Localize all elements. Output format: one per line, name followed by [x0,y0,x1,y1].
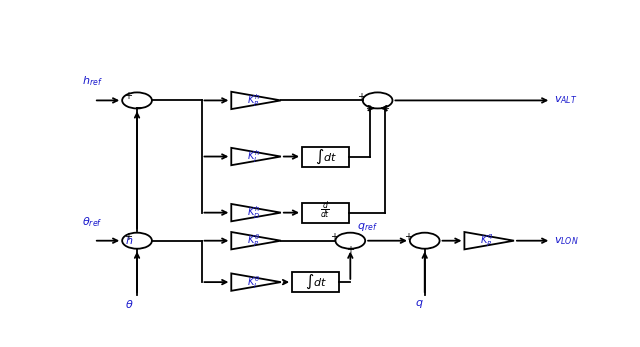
Text: $\int dt$: $\int dt$ [305,273,326,291]
Bar [302,146,349,167]
Text: $-$: $-$ [422,242,432,252]
Text: +: + [365,104,372,114]
Bar [302,203,349,223]
Text: $K_P^q$: $K_P^q$ [480,232,493,249]
Text: $v_{LON}$: $v_{LON}$ [554,235,579,247]
Text: +: + [381,104,389,114]
Text: $v_{ALT}$: $v_{ALT}$ [554,94,577,106]
Text: $K_P^h$: $K_P^h$ [247,92,260,109]
Text: +: + [404,232,412,243]
Text: +: + [330,232,338,243]
Text: $\theta$: $\theta$ [125,298,134,310]
Text: $-$: $-$ [134,242,145,252]
Text: $-$: $-$ [134,101,145,111]
Text: +: + [124,232,132,242]
Text: $K_P^\theta$: $K_P^\theta$ [247,232,260,249]
Text: $\int dt$: $\int dt$ [314,147,337,166]
Text: $h$: $h$ [125,234,134,246]
Text: $\theta_{ref}$: $\theta_{ref}$ [83,215,103,229]
Text: $h_{ref}$: $h_{ref}$ [83,75,103,88]
Text: $q$: $q$ [415,298,424,310]
Text: $K_D^h$: $K_D^h$ [247,204,260,221]
Bar [292,272,339,292]
Text: $K_I^h$: $K_I^h$ [247,148,260,165]
Text: +: + [346,245,355,255]
Text: $K_I^\theta$: $K_I^\theta$ [247,274,260,290]
Text: +: + [357,92,365,102]
Text: +: + [124,91,132,101]
Text: $q_{ref}$: $q_{ref}$ [357,221,378,233]
Text: $\frac{d}{dt}$: $\frac{d}{dt}$ [321,199,331,221]
